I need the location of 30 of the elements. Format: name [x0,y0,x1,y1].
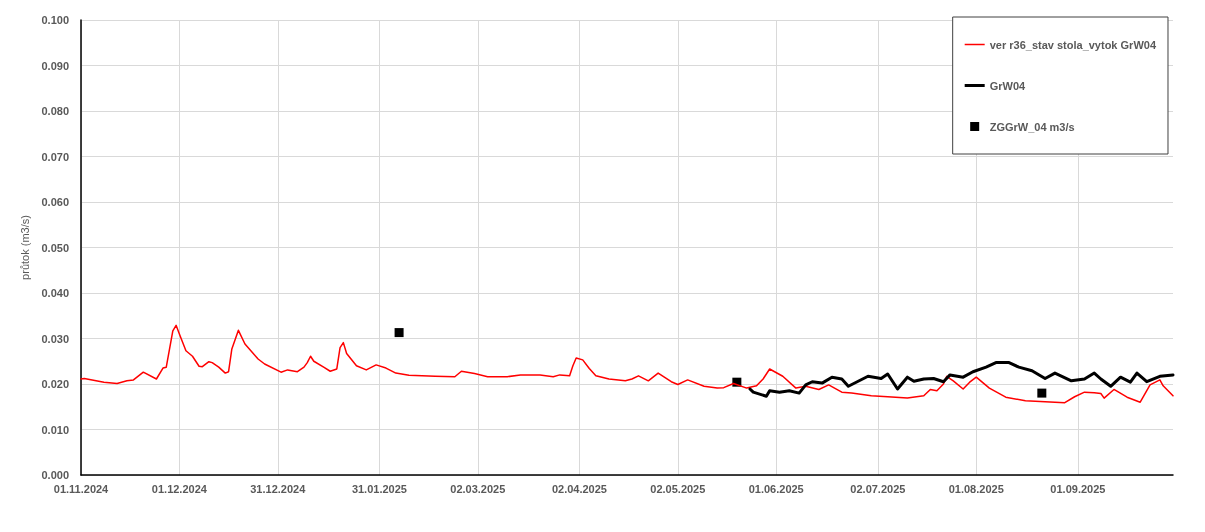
x-tick-label: 01.09.2025 [1050,482,1106,495]
x-tick-label: 02.07.2025 [850,482,906,495]
point [1037,388,1047,398]
y-tick-label: 0.070 [41,150,69,163]
y-tick-label: 0.100 [41,14,69,26]
y-tick-label: 0.040 [41,287,69,299]
legend-label: ZGGrW_04 m3/s [989,120,1075,133]
y-axis-title: průtok (m3/s) [19,215,32,280]
x-tick-label: 01.08.2025 [948,482,1004,495]
y-tick-label: 0.010 [41,423,69,436]
legend-label: GrW04 [989,79,1027,92]
y-tick-label: 0.020 [41,378,69,390]
y-tick-label: 0.030 [41,332,69,345]
y-tick-label: 0.000 [41,469,69,481]
x-tick-label: 31.12.2024 [250,482,307,495]
x-tick-label: 01.12.2024 [151,482,208,495]
x-tick-label: 02.04.2025 [551,482,607,495]
x-tick-label: 02.05.2025 [650,482,706,495]
x-tick-label: 01.11.2024 [53,482,110,495]
x-tick-label: 02.03.2025 [450,482,506,495]
line-series [80,324,1174,404]
x-tick-label: 01.06.2025 [748,482,804,495]
y-tick-label: 0.050 [41,241,69,254]
point [394,328,404,338]
line-series [748,361,1175,398]
legend-label: ver r36_stav stola_vytok GrW04 [989,38,1157,51]
y-tick-label: 0.090 [41,59,69,72]
y-tick-label: 0.060 [41,196,69,208]
x-tick-label: 31.01.2025 [351,482,407,495]
y-tick-label: 0.080 [41,105,69,117]
